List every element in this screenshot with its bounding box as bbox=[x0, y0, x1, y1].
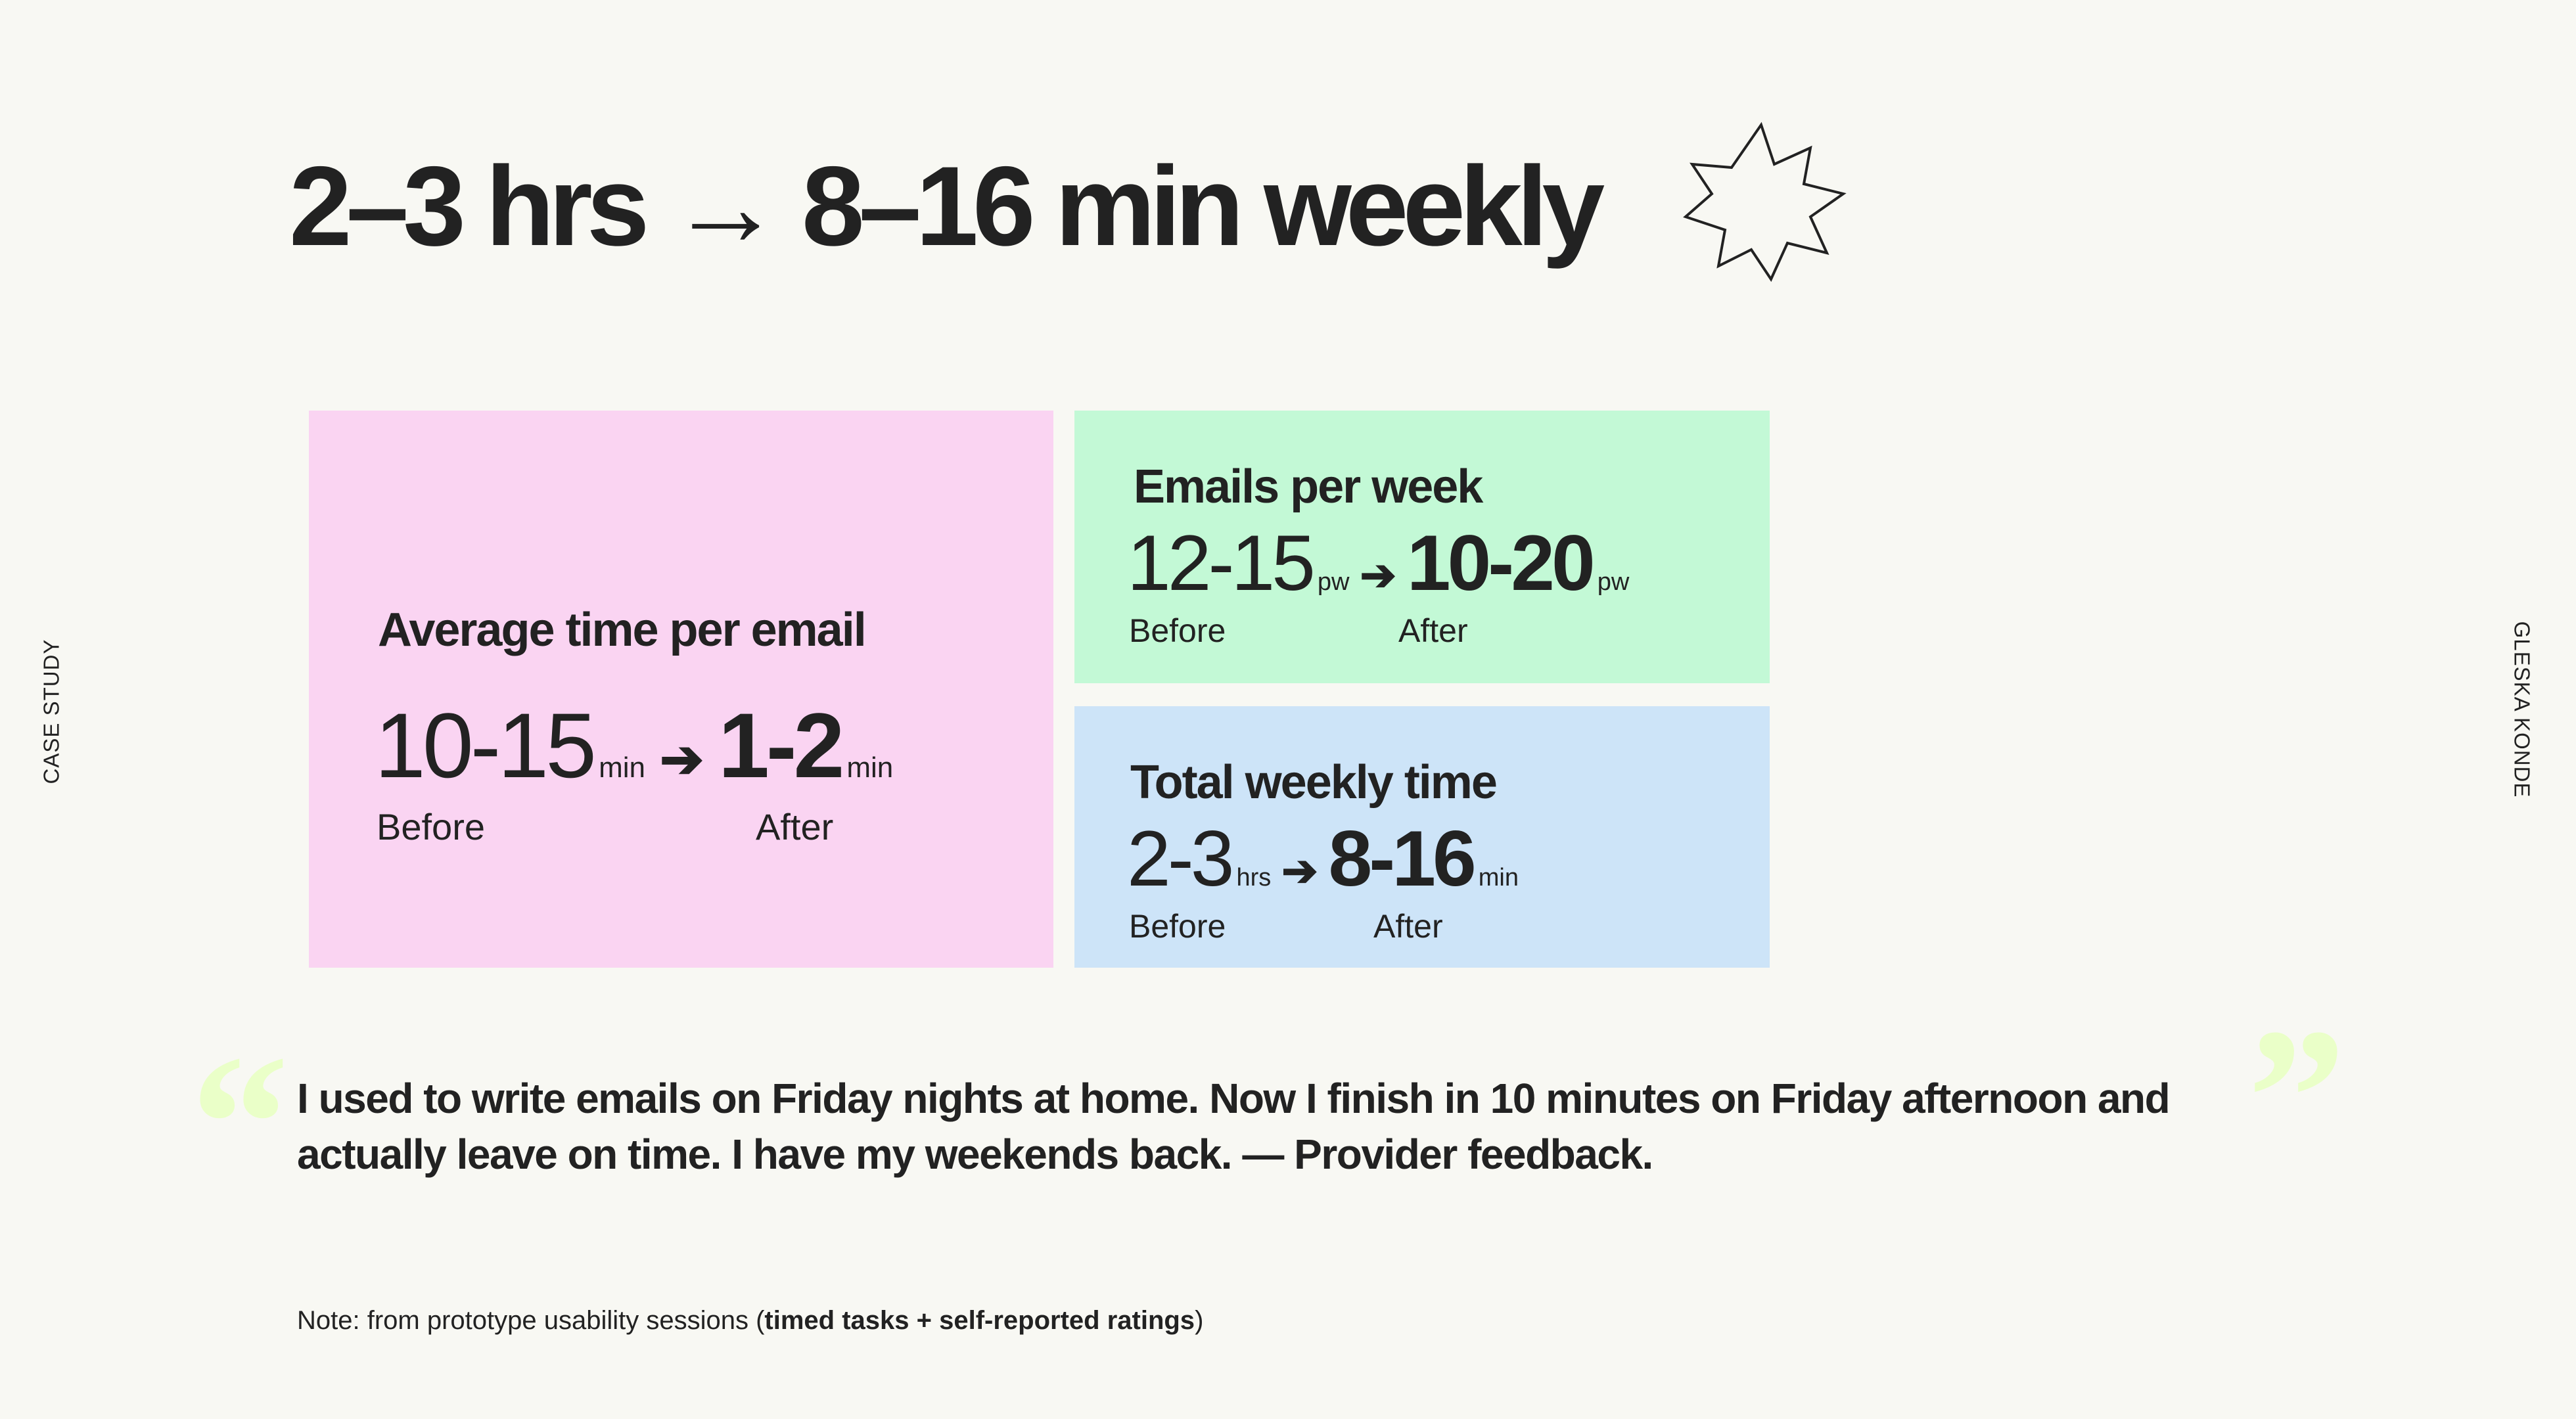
note-bold: timed tasks + self-reported ratings bbox=[764, 1306, 1195, 1335]
value-row: 2-3 hrs ➔ 8-16 min bbox=[1127, 819, 1519, 898]
testimonial-quote: I used to write emails on Friday nights … bbox=[297, 1075, 2171, 1178]
card-emails-per-week: Emails per week 12-15 pw ➔ 10-20 pw Befo… bbox=[1074, 411, 1770, 683]
after-value: 1-2 bbox=[718, 694, 844, 797]
before-value: 10-15 bbox=[375, 694, 597, 797]
author-label: GLESKA KONDE bbox=[2510, 621, 2535, 798]
card-title: Average time per email bbox=[378, 604, 867, 656]
case-study-label: CASE STUDY bbox=[39, 639, 64, 784]
arrow-right-icon: ➔ bbox=[1360, 551, 1396, 599]
before-unit: hrs bbox=[1236, 864, 1272, 891]
before-label: Before bbox=[1129, 612, 1226, 649]
value-row: 12-15 pw ➔ 10-20 pw bbox=[1127, 524, 1629, 602]
note-prefix: Note: from prototype usability sessions … bbox=[297, 1306, 765, 1335]
before-unit: pw bbox=[1317, 568, 1350, 596]
before-unit: min bbox=[599, 752, 645, 784]
arrow-right-icon: ➔ bbox=[659, 730, 704, 788]
open-quote-mark-icon: “ bbox=[191, 1014, 289, 1232]
arrow-right-icon: ➔ bbox=[1281, 846, 1318, 895]
after-label: After bbox=[1373, 908, 1443, 945]
card-average-time: Average time per email 10-15 min ➔ 1-2 m… bbox=[309, 411, 1053, 968]
before-label: Before bbox=[1129, 908, 1226, 945]
close-quote-mark-icon: ” bbox=[2247, 988, 2346, 1206]
card-title: Emails per week bbox=[1134, 461, 1483, 513]
after-unit: min bbox=[846, 752, 894, 784]
footnote: Note: from prototype usability sessions … bbox=[297, 1307, 1203, 1334]
after-label: After bbox=[1398, 612, 1468, 649]
after-unit: min bbox=[1478, 864, 1519, 891]
after-value: 8-16 bbox=[1328, 815, 1477, 903]
before-value: 2-3 bbox=[1127, 815, 1234, 903]
value-row: 10-15 min ➔ 1-2 min bbox=[375, 700, 893, 792]
after-value: 10-20 bbox=[1406, 519, 1596, 607]
before-value: 12-15 bbox=[1127, 519, 1316, 607]
card-total-weekly-time: Total weekly time 2-3 hrs ➔ 8-16 min Bef… bbox=[1074, 706, 1770, 968]
page-title: 2–3 hrs → 8–16 min weekly bbox=[289, 143, 1605, 269]
before-label: Before bbox=[377, 806, 485, 847]
note-suffix: ) bbox=[1195, 1306, 1204, 1335]
starburst-outline-icon bbox=[1683, 122, 1847, 282]
after-label: After bbox=[756, 806, 834, 847]
after-unit: pw bbox=[1597, 568, 1630, 596]
card-title: Total weekly time bbox=[1130, 756, 1498, 809]
